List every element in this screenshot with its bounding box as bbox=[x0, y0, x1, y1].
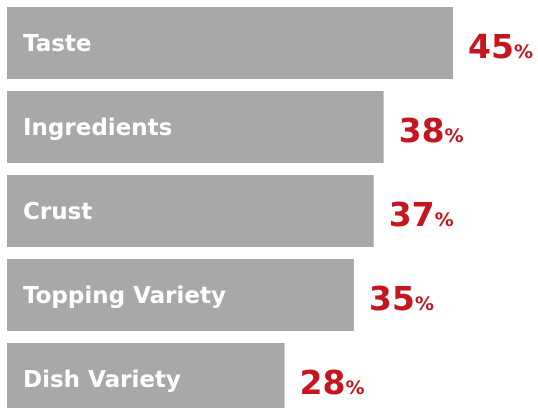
value-percent-sign: % bbox=[445, 125, 464, 147]
bar-crust bbox=[7, 175, 374, 247]
value-percent-sign: % bbox=[345, 377, 364, 399]
value-label-crust: 37% bbox=[389, 195, 454, 234]
bar-ingredients bbox=[7, 91, 384, 163]
value-percent-sign: % bbox=[435, 209, 454, 231]
value-number: 38 bbox=[399, 111, 445, 150]
value-number: 45 bbox=[468, 27, 514, 66]
value-percent-sign: % bbox=[514, 41, 533, 63]
value-label-ingredients: 38% bbox=[399, 111, 464, 150]
category-label-crust: Crust bbox=[23, 199, 92, 225]
bar-topping-variety bbox=[7, 259, 354, 331]
value-number: 35 bbox=[369, 279, 415, 318]
value-label-topping-variety: 35% bbox=[369, 279, 434, 318]
value-label-taste: 45% bbox=[468, 27, 533, 66]
value-percent-sign: % bbox=[415, 293, 434, 315]
category-label-dish-variety: Dish Variety bbox=[23, 367, 181, 393]
category-label-taste: Taste bbox=[23, 31, 92, 57]
bars-group: Taste 45% Ingredients 38% Crust 37% Topping Va… bbox=[7, 7, 533, 408]
value-number: 28 bbox=[300, 363, 346, 402]
category-label-ingredients: Ingredients bbox=[23, 115, 172, 141]
category-label-topping-variety: Topping Variety bbox=[23, 283, 226, 309]
value-label-dish-variety: 28% bbox=[300, 363, 365, 402]
bar-dish-variety bbox=[7, 343, 285, 408]
bar-taste bbox=[7, 7, 453, 79]
value-number: 37 bbox=[389, 195, 435, 234]
